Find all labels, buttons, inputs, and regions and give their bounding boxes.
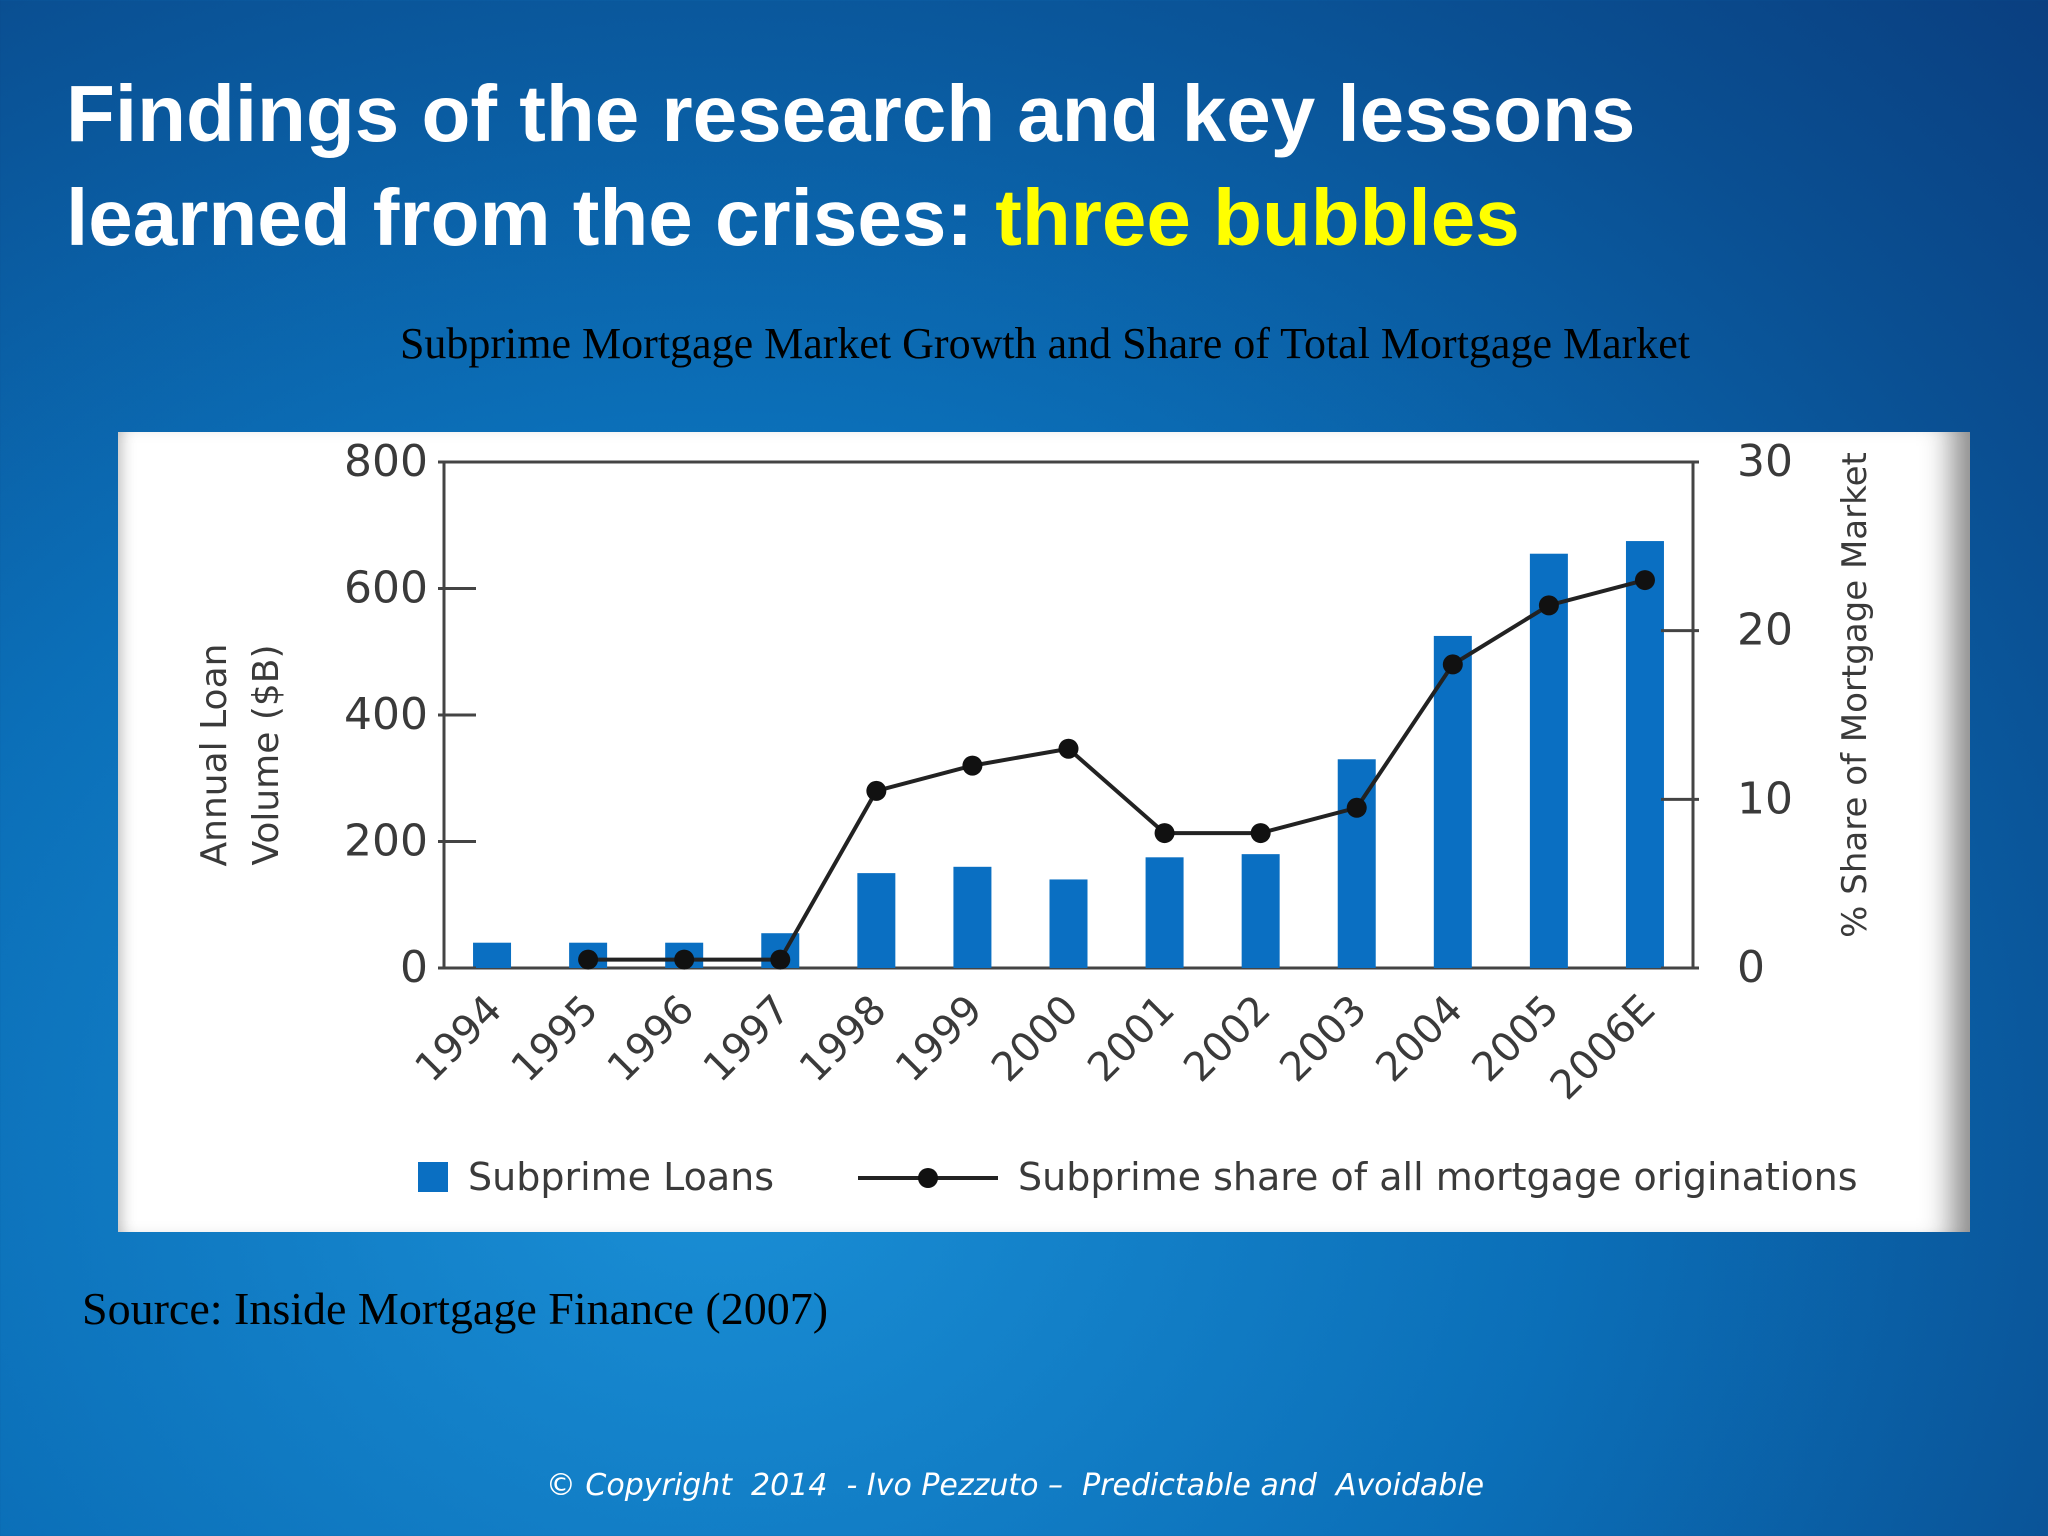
share-point-2006E [1634,570,1655,591]
y-tick-label-0: 0 [400,942,428,993]
share-point-2000 [1058,738,1079,759]
legend-label-bars: Subprime Loans [468,1155,774,1199]
y2-tick-label-20: 20 [1737,605,1793,656]
x-tick-label-2006E: 2006E [1542,987,1664,1109]
legend-swatch-bars [418,1162,448,1192]
bar-1998 [857,873,896,968]
bar-2000 [1049,879,1088,968]
x-tick-label-1994: 1994 [407,987,512,1092]
y-tick-label-400: 400 [344,689,428,740]
share-point-2001 [1154,823,1175,844]
bar-2002 [1241,854,1280,968]
y-axis-label-line-1: Annual Loan [194,644,235,867]
x-tick-label-2003: 2003 [1271,987,1376,1092]
share-line [588,578,1646,962]
bar-1999 [953,866,992,968]
chart-panel: 0 200 400 600 800 0 10 20 30 Annual Loan Volume ($… [118,432,1970,1232]
x-tick-label-1999: 1999 [887,987,992,1092]
share-point-1997 [770,949,791,970]
y-axis-label: Annual Loan Volume ($B) [194,644,287,867]
share-point-1998 [866,780,887,801]
x-tick-label-1995: 1995 [503,987,608,1092]
bar-2003 [1337,759,1376,968]
source-note: Source: Inside Mortgage Finance (2007) [82,1283,829,1334]
share-point-2004 [1442,654,1463,675]
y-tick-label-200: 200 [344,816,428,867]
y-tick-label-600: 600 [344,563,428,614]
slide-title: Findings of the research and key lessons… [66,62,1966,270]
y-tick-label-800: 800 [344,436,428,487]
copyright-footer: © Copyright 2014 - Ivo Pezzuto – Predict… [545,1468,1485,1503]
title-line-2: learned from the crises: three bubbles [66,166,1966,270]
x-tick-label-1997: 1997 [695,987,800,1092]
share-point-2005 [1538,595,1559,616]
x-tick-label-1998: 1998 [791,987,896,1092]
y-axis-label-line-2: Volume ($B) [246,644,287,865]
legend-label-line: Subprime share of all mortgage originati… [1018,1155,1858,1199]
chart-title: Subprime Mortgage Market Growth and Shar… [399,319,1691,368]
share-point-1995 [578,949,599,970]
x-tick-label-2000: 2000 [983,987,1088,1092]
x-tick-label-2002: 2002 [1175,987,1280,1092]
legend-swatch-marker [918,1168,938,1188]
bar-2004 [1433,635,1472,968]
title-line-1: Findings of the research and key lessons [66,69,1636,158]
y2-tick-label-10: 10 [1737,773,1793,824]
title-highlight: three bubbles [995,173,1520,262]
y2-tick-label-0: 0 [1737,942,1765,993]
share-point-1999 [962,755,983,776]
x-tick-label-2001: 2001 [1079,987,1184,1092]
x-tick-label-1996: 1996 [599,987,704,1092]
chart-svg: 0 200 400 600 800 0 10 20 30 Annual Loan Volume ($… [194,436,1875,1199]
x-tick-label-2004: 2004 [1367,987,1472,1092]
bar-2001 [1145,857,1184,968]
share-point-2003 [1346,797,1367,818]
share-point-1996 [674,949,695,970]
y2-tick-label-30: 30 [1737,436,1793,487]
bar-2005 [1529,553,1568,968]
y2-axis-label: % Share of Mortgage Market [1835,452,1875,938]
title-line-2-text: learned from the crises: [66,173,996,262]
bar-1994 [473,942,512,968]
share-point-2002 [1250,823,1271,844]
bar-2006E [1625,541,1664,968]
